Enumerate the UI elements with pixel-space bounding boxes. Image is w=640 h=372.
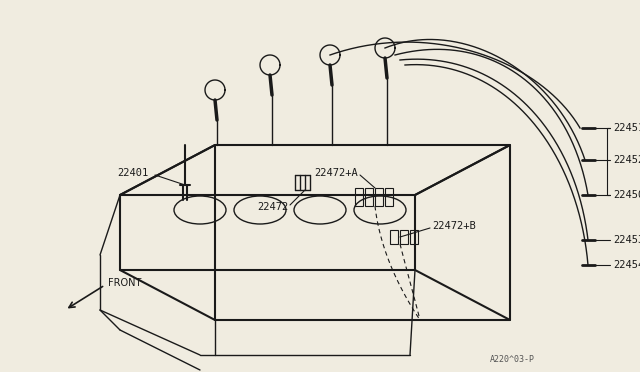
Text: 22401: 22401 bbox=[116, 168, 148, 178]
Text: 22453: 22453 bbox=[613, 235, 640, 245]
Text: 22472: 22472 bbox=[257, 202, 288, 212]
Text: 22472+A: 22472+A bbox=[314, 168, 358, 178]
Text: FRONT: FRONT bbox=[108, 278, 141, 288]
Bar bbox=[400, 230, 408, 244]
Text: 22454: 22454 bbox=[613, 260, 640, 270]
Text: 22450S: 22450S bbox=[613, 190, 640, 200]
Bar bbox=[375, 188, 383, 206]
Bar bbox=[355, 188, 363, 206]
Text: 22452: 22452 bbox=[613, 155, 640, 165]
Text: A220^03-P: A220^03-P bbox=[490, 356, 535, 365]
Bar bbox=[390, 230, 398, 244]
Bar bbox=[410, 230, 418, 244]
Text: 22451: 22451 bbox=[613, 123, 640, 133]
Bar bbox=[365, 188, 373, 206]
Bar bbox=[385, 188, 393, 206]
Text: 22472+B: 22472+B bbox=[432, 221, 476, 231]
